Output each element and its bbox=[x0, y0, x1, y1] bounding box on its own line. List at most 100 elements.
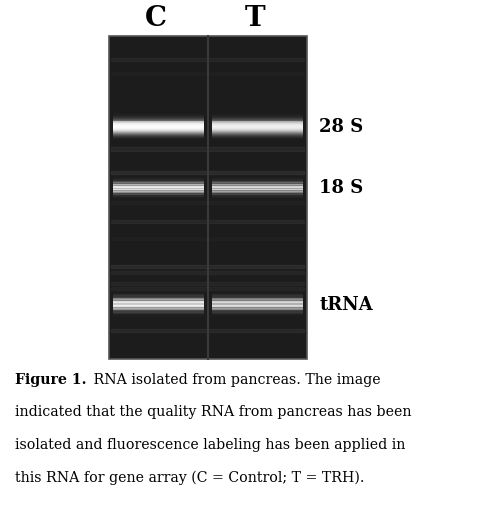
Bar bbox=[113, 197, 204, 198]
Bar bbox=[113, 140, 204, 141]
Bar bbox=[113, 300, 204, 301]
Bar bbox=[212, 126, 303, 127]
Bar bbox=[113, 138, 204, 139]
Bar bbox=[212, 185, 303, 186]
Bar bbox=[212, 194, 303, 195]
Bar bbox=[113, 177, 204, 178]
Bar bbox=[212, 130, 303, 131]
Bar bbox=[113, 303, 204, 304]
Bar bbox=[109, 36, 307, 359]
Bar bbox=[113, 121, 204, 122]
Bar bbox=[212, 179, 303, 180]
Bar bbox=[113, 137, 204, 138]
Bar bbox=[212, 129, 303, 130]
Bar bbox=[212, 178, 303, 179]
Bar bbox=[212, 178, 303, 179]
Bar bbox=[212, 304, 303, 305]
Bar bbox=[113, 116, 204, 117]
Bar bbox=[212, 189, 303, 190]
Bar bbox=[113, 189, 204, 190]
Bar bbox=[212, 190, 303, 191]
Bar bbox=[212, 308, 303, 309]
Bar bbox=[212, 136, 303, 137]
Bar bbox=[212, 306, 303, 307]
Text: C: C bbox=[145, 5, 167, 32]
Bar bbox=[113, 131, 204, 132]
Bar bbox=[212, 187, 303, 188]
Bar bbox=[212, 291, 303, 292]
Bar bbox=[212, 138, 303, 139]
Bar bbox=[113, 139, 204, 140]
Bar bbox=[113, 196, 204, 197]
Bar bbox=[113, 131, 204, 132]
Bar bbox=[212, 189, 303, 190]
Bar bbox=[113, 135, 204, 136]
Bar bbox=[212, 195, 303, 196]
Bar bbox=[212, 292, 303, 293]
Bar bbox=[212, 140, 303, 141]
Bar bbox=[113, 115, 204, 116]
Bar bbox=[212, 191, 303, 192]
Bar bbox=[212, 131, 303, 132]
Bar bbox=[113, 294, 204, 295]
Bar bbox=[212, 293, 303, 294]
Bar bbox=[113, 198, 204, 199]
Bar bbox=[113, 314, 204, 315]
Bar bbox=[113, 190, 204, 191]
Bar bbox=[113, 119, 204, 120]
Bar bbox=[113, 194, 204, 195]
Text: indicated that the quality RNA from pancreas has been: indicated that the quality RNA from panc… bbox=[15, 405, 411, 419]
Bar bbox=[113, 296, 204, 297]
Bar bbox=[212, 313, 303, 314]
Bar bbox=[113, 139, 204, 140]
Text: tRNA: tRNA bbox=[319, 295, 373, 314]
Bar bbox=[212, 184, 303, 185]
Bar bbox=[113, 178, 204, 179]
Bar bbox=[113, 182, 204, 183]
Bar bbox=[113, 140, 204, 141]
Bar bbox=[113, 178, 204, 179]
Bar bbox=[113, 187, 204, 188]
Bar bbox=[212, 114, 303, 115]
Bar bbox=[113, 304, 204, 305]
Bar bbox=[113, 292, 204, 293]
Bar bbox=[113, 136, 204, 137]
Bar bbox=[212, 194, 303, 195]
Bar bbox=[212, 131, 303, 132]
Bar bbox=[113, 291, 204, 292]
Bar bbox=[212, 300, 303, 301]
Bar bbox=[113, 183, 204, 184]
Bar bbox=[113, 125, 204, 126]
Bar bbox=[113, 296, 204, 297]
Bar bbox=[212, 115, 303, 116]
Bar bbox=[113, 124, 204, 125]
Bar bbox=[212, 118, 303, 119]
Bar bbox=[113, 300, 204, 301]
Bar bbox=[212, 125, 303, 126]
Bar bbox=[212, 198, 303, 199]
Bar bbox=[212, 182, 303, 183]
Bar bbox=[212, 122, 303, 123]
Bar bbox=[113, 185, 204, 186]
Bar bbox=[212, 299, 303, 300]
Bar bbox=[212, 133, 303, 134]
Bar bbox=[212, 186, 303, 187]
Bar bbox=[113, 309, 204, 310]
Bar bbox=[113, 176, 204, 177]
Bar bbox=[113, 302, 204, 303]
Bar bbox=[113, 189, 204, 190]
Bar bbox=[113, 316, 204, 317]
Bar bbox=[113, 192, 204, 193]
Bar bbox=[113, 120, 204, 121]
Bar bbox=[212, 187, 303, 188]
Bar bbox=[113, 126, 204, 127]
Bar bbox=[212, 139, 303, 140]
Bar bbox=[113, 297, 204, 298]
Bar bbox=[113, 181, 204, 182]
Bar bbox=[113, 133, 204, 134]
Bar bbox=[113, 307, 204, 308]
Bar bbox=[113, 122, 204, 123]
Bar bbox=[212, 182, 303, 183]
Bar bbox=[212, 195, 303, 196]
Bar bbox=[113, 310, 204, 311]
